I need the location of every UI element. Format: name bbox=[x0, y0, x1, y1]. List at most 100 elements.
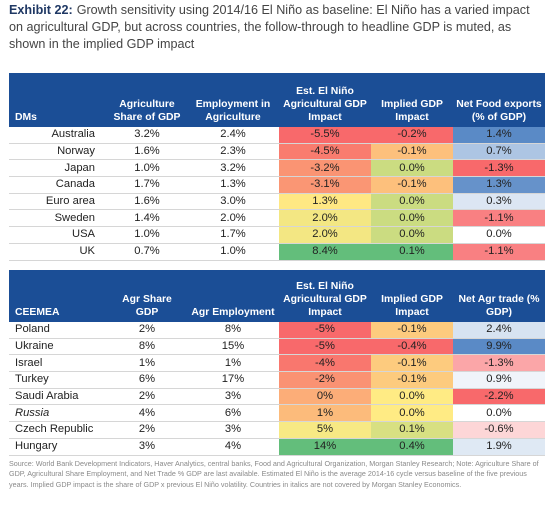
ceemea-cell-employment: 8% bbox=[187, 322, 279, 339]
dm-cell-agri-share: 0.7% bbox=[107, 243, 187, 261]
dm-cell-country: Norway bbox=[9, 143, 107, 161]
exhibit-title: Growth sensitivity using 2014/16 El Niño… bbox=[9, 3, 530, 51]
ceemea-table-row: Hungary 3% 4% 14% 0.4% 1.9% bbox=[9, 438, 545, 456]
ceemea-cell-agri-share: 2% bbox=[107, 388, 187, 406]
dm-cell-country: Canada bbox=[9, 176, 107, 194]
ceemea-table-body: Poland 2% 8% -5% -0.1% 2.4% Ukraine 8% 15% -5% -0.… bbox=[9, 322, 545, 456]
dm-cell-country: Australia bbox=[9, 127, 107, 144]
ceemea-cell-agri-impact: -5% bbox=[279, 338, 371, 356]
dm-cell-gdp-impact: 0.0% bbox=[371, 226, 453, 244]
ceemea-cell-net-exports: 0.0% bbox=[453, 404, 545, 423]
ceemea-table-row: Czech Republic 2% 3% 5% 0.1% -0.6% bbox=[9, 421, 545, 439]
dm-cell-agri-share: 1.0% bbox=[107, 159, 187, 178]
ceemea-cell-agri-impact: 5% bbox=[279, 421, 371, 439]
dm-cell-agri-impact: -3.2% bbox=[279, 159, 371, 178]
ceemea-cell-gdp-impact: -0.4% bbox=[371, 338, 453, 356]
dm-cell-net-exports: -1.1% bbox=[453, 209, 545, 228]
dm-table-row: Sweden 1.4% 2.0% 2.0% 0.0% -1.1% bbox=[9, 209, 545, 228]
dm-cell-gdp-impact: 0.1% bbox=[371, 243, 453, 261]
dm-cell-agri-impact: -5.5% bbox=[279, 127, 371, 144]
ceemea-cell-agri-share: 2% bbox=[107, 421, 187, 439]
ceemea-cell-agri-impact: -5% bbox=[279, 322, 371, 339]
ceemea-col-header: Implied GDP Impact bbox=[371, 270, 453, 322]
dm-cell-country: Sweden bbox=[9, 209, 107, 228]
ceemea-cell-employment: 3% bbox=[187, 388, 279, 406]
dm-cell-net-exports: 0.7% bbox=[453, 143, 545, 161]
dm-cell-employment: 3.0% bbox=[187, 193, 279, 211]
source-note: Source: World Bank Development Indicator… bbox=[9, 459, 539, 489]
exhibit-caption: Exhibit 22: Growth sensitivity using 2014… bbox=[9, 2, 545, 53]
dm-cell-net-exports: 0.3% bbox=[453, 193, 545, 211]
dm-cell-employment: 2.0% bbox=[187, 209, 279, 228]
dm-cell-employment: 3.2% bbox=[187, 159, 279, 178]
ceemea-table-row: Ukraine 8% 15% -5% -0.4% 9.9% bbox=[9, 338, 545, 356]
ceemea-cell-employment: 4% bbox=[187, 438, 279, 456]
ceemea-cell-agri-share: 4% bbox=[107, 404, 187, 423]
ceemea-col-header: CEEMEA bbox=[9, 270, 107, 322]
dm-cell-gdp-impact: 0.0% bbox=[371, 159, 453, 178]
ceemea-cell-net-exports: 1.9% bbox=[453, 438, 545, 456]
dm-cell-agri-impact: 2.0% bbox=[279, 209, 371, 228]
ceemea-table: CEEMEA Agr Share GDP Agr Employment Est.… bbox=[9, 270, 545, 456]
ceemea-cell-country: Russia bbox=[9, 404, 107, 423]
ceemea-cell-employment: 6% bbox=[187, 404, 279, 423]
ceemea-cell-employment: 15% bbox=[187, 338, 279, 356]
dm-cell-agri-share: 1.0% bbox=[107, 226, 187, 244]
dm-col-header: Agriculture Share of GDP bbox=[107, 73, 187, 127]
ceemea-cell-agri-share: 6% bbox=[107, 371, 187, 389]
dm-cell-agri-share: 3.2% bbox=[107, 127, 187, 144]
ceemea-header-row: CEEMEA Agr Share GDP Agr Employment Est.… bbox=[9, 270, 545, 322]
ceemea-table-row: Poland 2% 8% -5% -0.1% 2.4% bbox=[9, 322, 545, 339]
dm-cell-agri-impact: -3.1% bbox=[279, 176, 371, 194]
ceemea-cell-agri-share: 8% bbox=[107, 338, 187, 356]
dm-cell-country: Japan bbox=[9, 159, 107, 178]
exhibit-label: Exhibit 22: bbox=[9, 3, 73, 17]
dm-col-header: Employment in Agriculture bbox=[187, 73, 279, 127]
dm-cell-agri-share: 1.7% bbox=[107, 176, 187, 194]
ceemea-cell-net-exports: 2.4% bbox=[453, 322, 545, 339]
ceemea-cell-agri-share: 3% bbox=[107, 438, 187, 456]
ceemea-table-row: Russia 4% 6% 1% 0.0% 0.0% bbox=[9, 404, 545, 423]
ceemea-cell-gdp-impact: 0.1% bbox=[371, 421, 453, 439]
dm-header-row: DMs Agriculture Share of GDP Employment … bbox=[9, 73, 545, 127]
dm-cell-gdp-impact: 0.0% bbox=[371, 193, 453, 211]
ceemea-cell-gdp-impact: -0.1% bbox=[371, 322, 453, 339]
dm-cell-net-exports: 1.4% bbox=[453, 127, 545, 144]
dm-cell-agri-share: 1.6% bbox=[107, 143, 187, 161]
ceemea-cell-agri-impact: 14% bbox=[279, 438, 371, 456]
ceemea-table-row: Saudi Arabia 2% 3% 0% 0.0% -2.2% bbox=[9, 388, 545, 406]
ceemea-cell-country: Poland bbox=[9, 322, 107, 339]
dm-table-body: Australia 3.2% 2.4% -5.5% -0.2% 1.4% Norway 1.6… bbox=[9, 127, 545, 261]
dm-cell-gdp-impact: 0.0% bbox=[371, 209, 453, 228]
dm-table-row: Australia 3.2% 2.4% -5.5% -0.2% 1.4% bbox=[9, 127, 545, 144]
dm-cell-employment: 2.3% bbox=[187, 143, 279, 161]
ceemea-cell-net-exports: -2.2% bbox=[453, 388, 545, 406]
ceemea-table-row: Turkey 6% 17% -2% -0.1% 0.9% bbox=[9, 371, 545, 389]
ceemea-cell-agri-share: 2% bbox=[107, 322, 187, 339]
dm-cell-agri-impact: 8.4% bbox=[279, 243, 371, 261]
ceemea-cell-net-exports: -0.6% bbox=[453, 421, 545, 439]
ceemea-cell-gdp-impact: -0.1% bbox=[371, 371, 453, 389]
dm-cell-country: Euro area bbox=[9, 193, 107, 211]
ceemea-cell-country: Turkey bbox=[9, 371, 107, 389]
dm-cell-net-exports: 1.3% bbox=[453, 176, 545, 194]
dm-col-header: Implied GDP Impact bbox=[371, 73, 453, 127]
ceemea-col-header: Agr Employment bbox=[187, 270, 279, 322]
dm-table: DMs Agriculture Share of GDP Employment … bbox=[9, 73, 545, 261]
dm-table-row: Japan 1.0% 3.2% -3.2% 0.0% -1.3% bbox=[9, 159, 545, 178]
dm-cell-gdp-impact: -0.2% bbox=[371, 127, 453, 144]
dm-col-header: DMs bbox=[9, 73, 107, 127]
ceemea-cell-gdp-impact: 0.0% bbox=[371, 388, 453, 406]
dm-table-row: Canada 1.7% 1.3% -3.1% -0.1% 1.3% bbox=[9, 176, 545, 194]
dm-cell-agri-impact: 2.0% bbox=[279, 226, 371, 244]
ceemea-col-header: Est. El Niño Agricultural GDP Impact bbox=[279, 270, 371, 322]
ceemea-cell-country: Czech Republic bbox=[9, 421, 107, 439]
dm-cell-country: UK bbox=[9, 243, 107, 261]
ceemea-col-header: Agr Share GDP bbox=[107, 270, 187, 322]
dm-cell-employment: 2.4% bbox=[187, 127, 279, 144]
ceemea-cell-employment: 1% bbox=[187, 354, 279, 373]
ceemea-cell-country: Hungary bbox=[9, 438, 107, 456]
ceemea-cell-employment: 3% bbox=[187, 421, 279, 439]
ceemea-cell-net-exports: 9.9% bbox=[453, 338, 545, 356]
dm-table-row: Euro area 1.6% 3.0% 1.3% 0.0% 0.3% bbox=[9, 193, 545, 211]
